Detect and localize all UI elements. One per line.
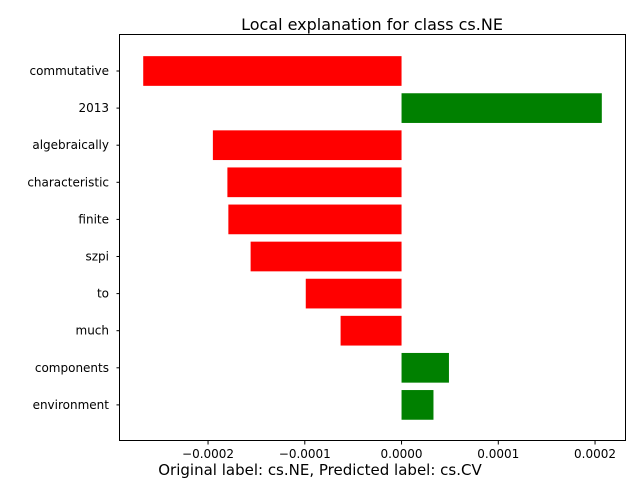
- bar-finite: [228, 204, 402, 235]
- footer-label: Original label: cs.NE, Predicted label: …: [158, 461, 482, 479]
- bar-algebraically: [212, 130, 402, 161]
- y-tick-label: components: [35, 361, 109, 375]
- y-tick-label: 2013: [78, 101, 109, 115]
- x-tick-label: −0.0002: [182, 447, 234, 461]
- bar-commutative: [143, 56, 402, 86]
- y-tick-label: much: [76, 324, 110, 338]
- x-tick-label: 0.0002: [574, 447, 616, 461]
- y-axis-ticks: commutative 2013 algebraically characterist…: [27, 64, 120, 412]
- y-tick-label: to: [97, 287, 109, 301]
- x-axis-ticks: −0.0002 −0.0001 0.0000 0.0001 0.0002: [182, 441, 616, 461]
- bar-components: [401, 352, 449, 383]
- bar-much: [340, 315, 402, 346]
- y-tick-label: finite: [78, 212, 109, 226]
- y-tick-label: commutative: [29, 64, 109, 78]
- bar-characteristic: [227, 167, 402, 198]
- x-tick-label: 0.0001: [477, 447, 519, 461]
- bar-environment: [401, 390, 434, 420]
- bar-2013: [401, 93, 602, 123]
- y-tick-label: characteristic: [27, 175, 109, 189]
- x-tick-label: 0.0000: [381, 447, 423, 461]
- y-tick-label: environment: [33, 398, 110, 412]
- y-tick-label: szpi: [85, 250, 109, 264]
- plot-frame: [119, 34, 626, 441]
- bar-szpi: [250, 241, 402, 272]
- chart-title: Local explanation for class cs.NE: [241, 15, 503, 34]
- bars-group: [143, 56, 602, 420]
- y-tick-label: algebraically: [32, 138, 109, 152]
- bar-to: [305, 278, 402, 309]
- x-tick-label: −0.0001: [279, 447, 331, 461]
